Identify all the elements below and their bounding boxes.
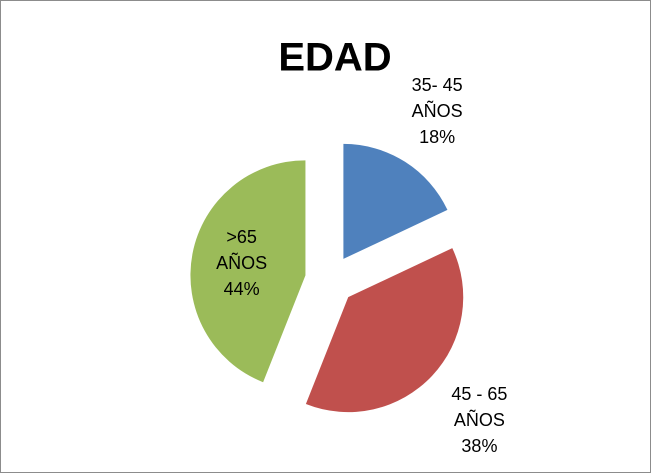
category-label: 45 - 65 AÑOS — [451, 384, 508, 431]
data-label: 45 - 65 AÑOS 38% — [441, 381, 517, 459]
data-label: >65 AÑOS 44% — [204, 224, 280, 302]
pie-slice — [343, 143, 448, 259]
value-label: 38% — [461, 436, 498, 457]
category-label: 35- 45 AÑOS — [411, 75, 463, 122]
data-label: 35- 45 AÑOS 18% — [399, 72, 475, 150]
value-label: 18% — [419, 127, 456, 148]
pie-slice — [305, 248, 464, 413]
category-label: >65 AÑOS — [216, 227, 268, 274]
value-label: 44% — [223, 279, 260, 300]
chart-title: EDAD — [278, 36, 391, 80]
pie-slice — [190, 160, 306, 383]
